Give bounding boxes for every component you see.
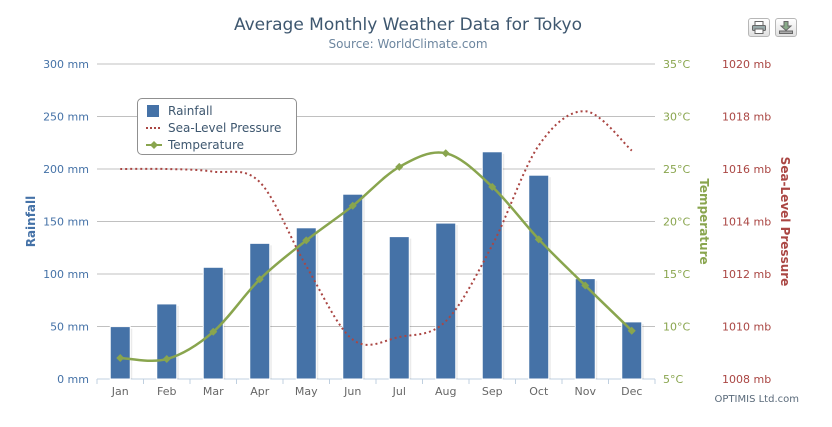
x-tick-label: Mar bbox=[203, 385, 224, 398]
x-tick-label: Aug bbox=[435, 385, 456, 398]
bar-rainfall bbox=[296, 228, 316, 379]
x-tick-label: Oct bbox=[529, 385, 549, 398]
x-tick-label: Feb bbox=[157, 385, 176, 398]
y-tick-label-rainfall: 50 mm bbox=[50, 321, 89, 334]
bar-rainfall bbox=[389, 237, 409, 379]
x-tick-label: Apr bbox=[250, 385, 270, 398]
x-tick-label: Dec bbox=[621, 385, 642, 398]
y-tick-label-temperature: 35°C bbox=[663, 58, 690, 71]
bar-rainfall bbox=[203, 267, 223, 379]
y-tick-label-temperature: 15°C bbox=[663, 268, 690, 281]
series-line-temperature bbox=[120, 153, 632, 361]
legend-symbol-line-marker bbox=[146, 137, 170, 153]
x-tick-label: Nov bbox=[575, 385, 597, 398]
bar-rainfall bbox=[157, 304, 177, 379]
x-tick-label: May bbox=[295, 385, 318, 398]
y-tick-label-temperature: 25°C bbox=[663, 163, 690, 176]
y-axis-title-pressure: Sea-Level Pressure bbox=[778, 157, 792, 287]
marker-temperature bbox=[442, 149, 450, 157]
y-tick-label-temperature: 10°C bbox=[663, 321, 690, 334]
y-tick-label-rainfall: 300 mm bbox=[43, 58, 89, 71]
y-tick-label-pressure: 1008 mb bbox=[722, 373, 771, 386]
y-tick-label-rainfall: 250 mm bbox=[43, 111, 89, 124]
y-axis-title-temperature: Temperature bbox=[697, 178, 711, 264]
y-tick-label-pressure: 1012 mb bbox=[722, 268, 771, 281]
bar-rainfall bbox=[343, 194, 363, 379]
legend-label: Temperature bbox=[168, 137, 244, 153]
bar-rainfall bbox=[436, 223, 456, 379]
bar-rainfall bbox=[250, 243, 270, 379]
y-tick-label-rainfall: 150 mm bbox=[43, 216, 89, 229]
y-tick-label-rainfall: 200 mm bbox=[43, 163, 89, 176]
y-tick-label-temperature: 30°C bbox=[663, 111, 690, 124]
legend-symbol-dotted-line bbox=[146, 120, 170, 136]
y-tick-label-pressure: 1020 mb bbox=[722, 58, 771, 71]
y-tick-label-pressure: 1016 mb bbox=[722, 163, 771, 176]
legend-symbol-bar bbox=[146, 103, 170, 119]
chart-credits[interactable]: OPTIMIS Ltd.com bbox=[715, 394, 799, 405]
x-tick-label: Jun bbox=[343, 385, 361, 398]
y-tick-label-temperature: 5°C bbox=[663, 373, 683, 386]
y-tick-label-pressure: 1018 mb bbox=[722, 111, 771, 124]
y-tick-label-temperature: 20°C bbox=[663, 216, 690, 229]
x-tick-label: Jan bbox=[111, 385, 129, 398]
bar-rainfall bbox=[110, 327, 130, 379]
y-tick-label-rainfall: 0 mm bbox=[57, 373, 89, 386]
legend-label: Sea-Level Pressure bbox=[168, 120, 281, 136]
y-tick-label-pressure: 1010 mb bbox=[722, 321, 771, 334]
y-tick-label-rainfall: 100 mm bbox=[43, 268, 89, 281]
x-tick-label: Sep bbox=[482, 385, 503, 398]
legend-label: Rainfall bbox=[168, 103, 213, 119]
x-tick-label: Jul bbox=[392, 385, 406, 398]
chart-legend: Rainfall Sea-Level Pressure Temperature bbox=[137, 98, 297, 155]
y-tick-label-pressure: 1014 mb bbox=[722, 216, 771, 229]
y-axis-title-rainfall: Rainfall bbox=[24, 196, 38, 248]
bar-rainfall bbox=[529, 175, 549, 379]
